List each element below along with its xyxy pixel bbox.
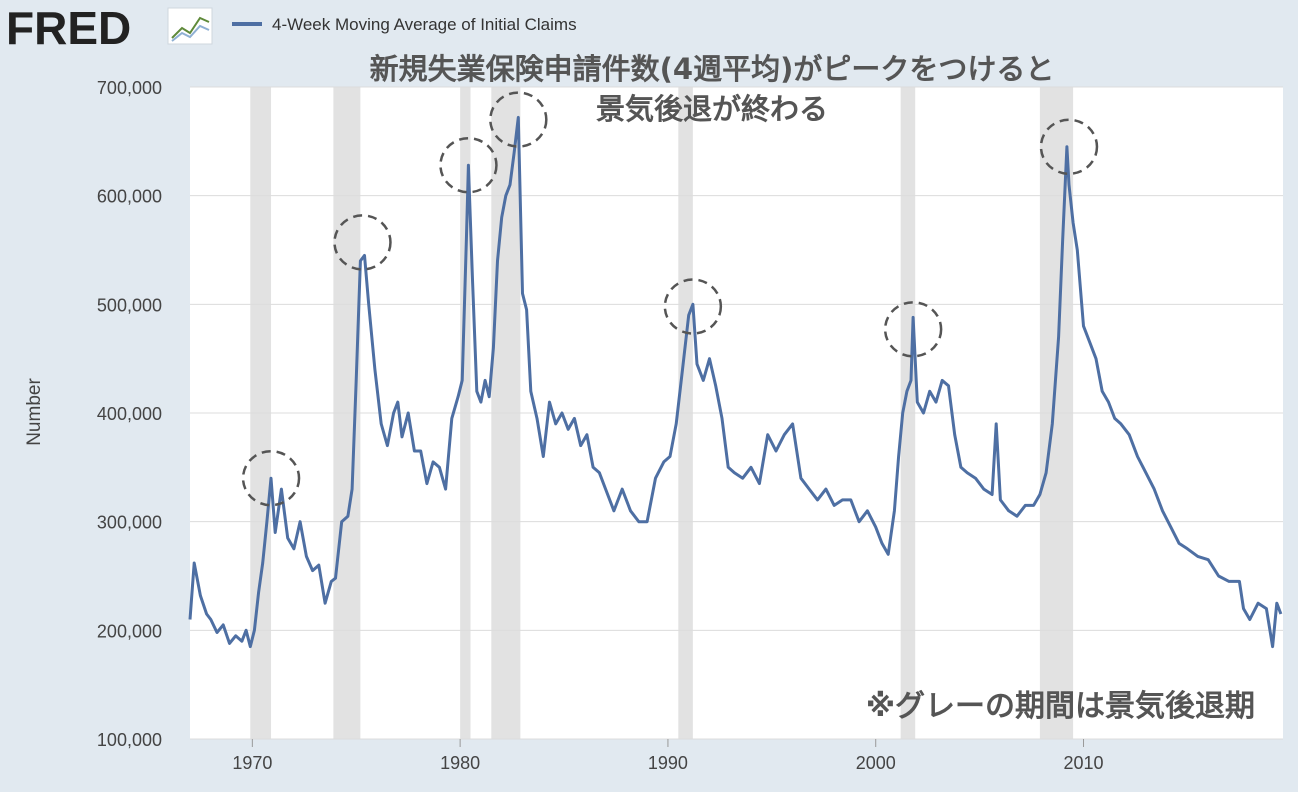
y-tick-label: 300,000	[97, 513, 162, 533]
y-axis-title: Number	[24, 378, 45, 446]
x-axis-ticks: 1970 1980 1990 2000 2010	[232, 739, 1104, 773]
annotation-line-2: 景気後退が終わる	[596, 92, 828, 126]
peak-circle-2	[333, 214, 392, 271]
peak-circles	[241, 91, 1099, 507]
annotation-note: ※グレーの期間は景気後退期	[866, 689, 1255, 724]
x-tick-label: 1990	[648, 753, 688, 773]
fred-logo-text: FRED	[6, 2, 131, 54]
peak-circle-4	[489, 91, 548, 148]
peak-circle-3	[439, 136, 498, 194]
legend-label: 4-Week Moving Average of Initial Claims	[272, 15, 577, 34]
legend: 4-Week Moving Average of Initial Claims	[232, 15, 577, 34]
annotation-line-1: 新規失業保険申請件数(4週平均)がピークをつけると	[370, 52, 1055, 86]
gridlines	[190, 86, 1283, 740]
series-lines	[188, 115, 1283, 649]
y-tick-label: 200,000	[97, 621, 162, 641]
y-tick-label: 100,000	[97, 730, 162, 750]
x-tick-label: 1970	[232, 753, 272, 773]
x-tick-label: 2010	[1063, 753, 1103, 773]
peak-circle-7	[1039, 118, 1099, 176]
series-line-1	[188, 115, 1283, 649]
peak-circle-5	[663, 278, 723, 335]
y-tick-label: 700,000	[97, 78, 162, 98]
y-tick-label: 400,000	[97, 404, 162, 424]
peak-circle-1	[241, 449, 301, 507]
y-tick-label: 500,000	[97, 295, 162, 315]
y-axis-ticks: 100,000 200,000 300,000 400,000 500,000 600,0…	[97, 78, 162, 750]
fred-logo[interactable]: FRED	[6, 2, 213, 54]
x-tick-label: 2000	[856, 753, 896, 773]
y-tick-label: 600,000	[97, 187, 162, 207]
peak-circle-6	[883, 301, 943, 358]
x-tick-label: 1980	[440, 753, 480, 773]
